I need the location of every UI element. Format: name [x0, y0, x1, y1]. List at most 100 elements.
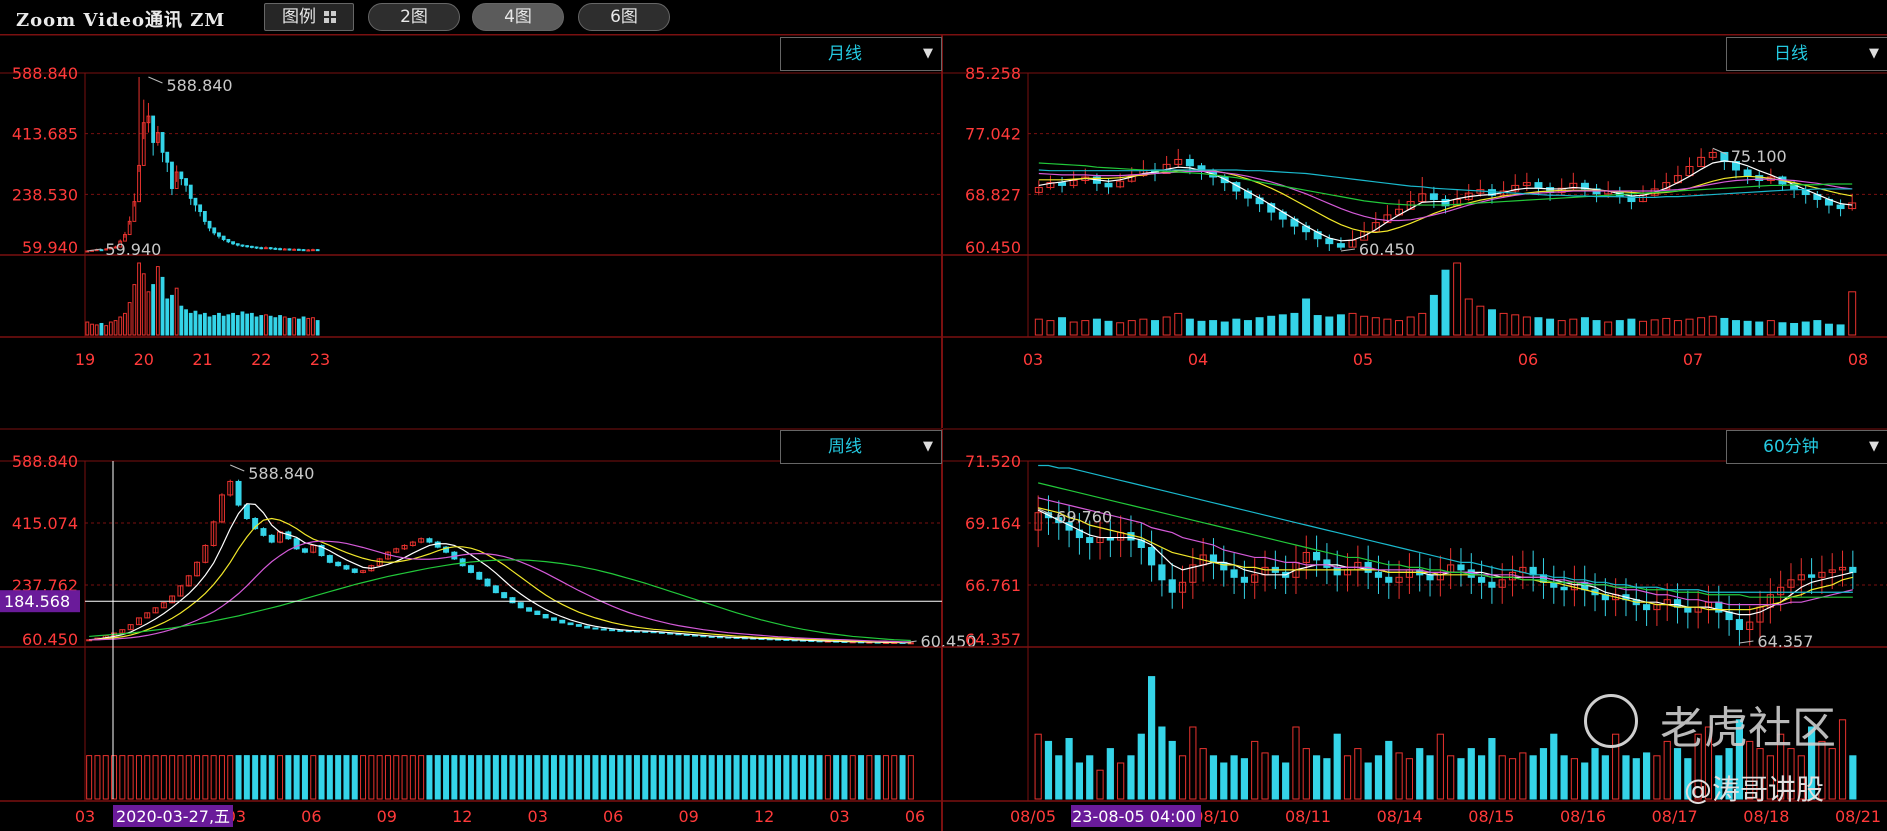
layout-4-button[interactable]: 4图 [472, 3, 564, 31]
volume-bar [1395, 320, 1404, 336]
volume-bar [434, 755, 441, 800]
x-tick-label: 03 [75, 807, 95, 826]
volume-bar [783, 755, 790, 800]
legend-button[interactable]: 图例 [264, 3, 354, 31]
candle-body [243, 504, 250, 520]
volume-bar [642, 755, 649, 800]
ma20-line [89, 540, 911, 643]
candle-body [1069, 180, 1078, 186]
low-price-annotation: 60.450 [1359, 240, 1415, 259]
volume-bar [165, 298, 170, 336]
volume-bar [609, 755, 616, 800]
volume-bar [235, 315, 240, 336]
volume-bar [1732, 320, 1740, 336]
volume-bar [301, 316, 306, 336]
candle-body [287, 248, 292, 251]
hourly-chart-panel[interactable]: 71.520 69.164 66.761 64.357 08/05 08/10 08/11 0… [943, 428, 1887, 831]
high-price-annotation: 75.100 [1731, 147, 1787, 166]
y-tick-label: 66.761 [965, 576, 1021, 595]
candle-body [185, 575, 192, 587]
volume-bar [1704, 726, 1713, 800]
volume-bar [1395, 752, 1403, 800]
candle-body [296, 248, 301, 251]
volume-bar [1725, 748, 1733, 800]
candle-body [1511, 184, 1520, 192]
candle-body [212, 227, 217, 234]
annotation-pointer [230, 464, 245, 472]
period-select-monthly[interactable]: 月线 ▼ [780, 37, 942, 71]
volume-bar [409, 755, 416, 800]
volume-bar [174, 287, 179, 336]
period-select-hourly[interactable]: 60分钟 ▼ [1726, 430, 1887, 464]
x-tick-label: 08/18 [1743, 807, 1789, 826]
candle-body [240, 244, 245, 247]
candle-body [418, 538, 425, 543]
volume-bar [625, 755, 632, 800]
chevron-down-icon: ▼ [923, 46, 933, 61]
candle-body [326, 555, 333, 563]
candle-body [1488, 581, 1496, 588]
candle-body [1498, 579, 1506, 588]
candle-body [1185, 158, 1194, 167]
candle-body [194, 561, 201, 577]
volume-bar [1302, 298, 1311, 336]
volume-bar [1777, 733, 1785, 800]
volume-bar [1117, 762, 1125, 800]
candle-body [1058, 182, 1067, 186]
candle-body [476, 571, 483, 580]
y-tick-label: 85.258 [965, 64, 1021, 83]
monthly-chart-panel[interactable]: 588.840 413.685 238.530 59.940 19 20 21 22 23 588… [0, 34, 943, 428]
x-tick-label: 03 [829, 807, 849, 826]
candle-body [443, 546, 450, 553]
x-tick-label: 06 [301, 807, 321, 826]
period-select-daily[interactable]: 日线 ▼ [1726, 37, 1887, 71]
weekly-chart-panel[interactable]: 588.840415.074237.76260.4500312030609120… [0, 428, 977, 831]
volume-bar [1209, 320, 1218, 336]
daily-chart-panel[interactable]: 85.258 77.042 68.827 60.450 03 04 05 06 07 08 75.1… [943, 34, 1887, 428]
candle-body [1828, 569, 1836, 573]
candle-body [575, 624, 582, 627]
layout-2-button[interactable]: 2图 [368, 3, 460, 31]
volume-bar [1069, 321, 1078, 336]
volume-bar [1615, 320, 1624, 336]
candle-body [306, 249, 311, 252]
layout-6-button[interactable]: 6图 [578, 3, 670, 31]
period-select-weekly[interactable]: 周线 ▼ [780, 430, 942, 464]
volume-bar [137, 262, 141, 336]
x-tick-label: 12 [452, 807, 472, 826]
candle-body [1777, 586, 1785, 596]
volume-bar [1778, 322, 1787, 336]
candle-body [1797, 574, 1805, 581]
daily-chart-svg: 85.258 77.042 68.827 60.450 03 04 05 06 07 08 75.1… [943, 34, 1887, 369]
volume-bar [501, 755, 508, 800]
volume-bar [1081, 320, 1090, 336]
volume-bar [592, 755, 599, 800]
y-tick-label: 59.940 [22, 238, 78, 257]
candle-body [235, 243, 240, 246]
volume-bar [185, 755, 192, 800]
volume-bar [202, 755, 209, 800]
candle-body [351, 568, 358, 573]
volume-bar [1632, 758, 1640, 800]
candle-body [1720, 151, 1729, 163]
crosshair-date-label: 2020-03-27,五 [116, 807, 230, 826]
volume-bar [550, 755, 557, 800]
volume-bar [750, 755, 757, 800]
volume-bar [1487, 309, 1496, 336]
volume-bar [891, 755, 898, 800]
volume-bar [1034, 733, 1042, 800]
volume-bar [1209, 755, 1218, 800]
volume-bar [1096, 769, 1104, 800]
volume-bar [301, 755, 308, 800]
candle-body [123, 234, 127, 242]
volume-bar [484, 755, 491, 800]
volume-bar [1354, 748, 1362, 800]
candle-body [1848, 202, 1857, 210]
volume-bar [899, 755, 906, 800]
volume-bar [1271, 755, 1279, 800]
candle-body [1569, 182, 1578, 189]
candle-body [252, 518, 259, 530]
volume-bar [108, 321, 113, 336]
volume-bar [1569, 318, 1578, 336]
volume-bar [1653, 755, 1661, 800]
